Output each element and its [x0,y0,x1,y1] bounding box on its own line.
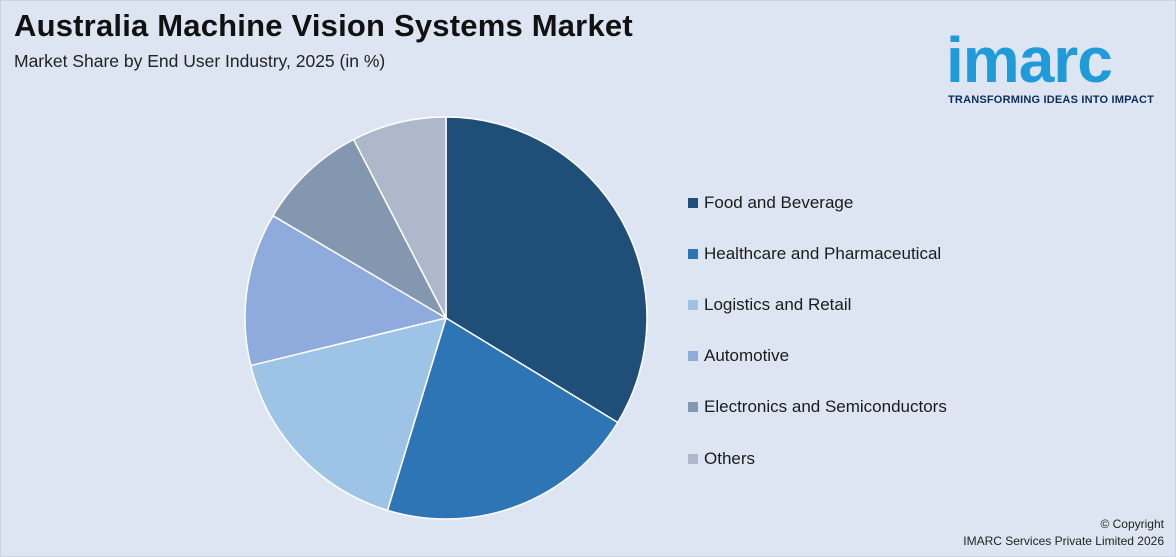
legend-swatch [688,453,698,464]
legend-label: Electronics and Semiconductors [704,397,947,417]
logo-tagline: TRANSFORMING IDEAS INTO IMPACT [948,94,1155,106]
legend-swatch [688,197,698,208]
copyright-line-1: © Copyright [1100,517,1164,531]
pie-chart [238,110,654,526]
copyright-line-2: IMARC Services Private Limited 2026 [963,534,1164,548]
legend-swatch [688,351,698,362]
legend-swatch [688,402,698,413]
pie-slice-others [352,116,447,319]
legend-item: Food and Beverage [688,190,947,241]
legend-label: Healthcare and Pharmaceutical [704,243,942,263]
legend-label: Others [704,448,756,468]
pie-slice-food-and-beverage [445,116,648,424]
legend-swatch [688,299,698,310]
legend-label: Logistics and Retail [704,294,852,314]
legend-label: Automotive [704,346,790,366]
legend-item: Healthcare and Pharmaceutical [688,241,947,292]
legend-swatch [688,248,698,259]
copyright-notice: © Copyright IMARC Services Private Limit… [963,516,1164,550]
legend-item: Logistics and Retail [688,292,947,343]
legend-item: Electronics and Semiconductors [688,395,947,446]
chart-subtitle: Market Share by End User Industry, 2025 … [14,51,386,71]
pie-slice-logistics-and-retail [249,316,448,512]
pie-slice-electronics-and-semiconductors [271,138,448,320]
pie-slice-healthcare-and-pharmaceutical [386,316,619,520]
imarc-logo: imarc TRANSFORMING IDEAS INTO IMPACT [946,12,1170,112]
logo-wordmark: imarc [946,24,1113,96]
chart-title: Australia Machine Vision Systems Market [14,8,633,43]
legend-item: Automotive [688,344,947,395]
legend-item: Others [688,446,947,497]
pie-slice-automotive [244,214,448,367]
pie-svg [244,116,648,520]
chart-legend: Food and Beverage Healthcare and Pharmace… [688,190,947,497]
legend-label: Food and Beverage [704,192,854,212]
